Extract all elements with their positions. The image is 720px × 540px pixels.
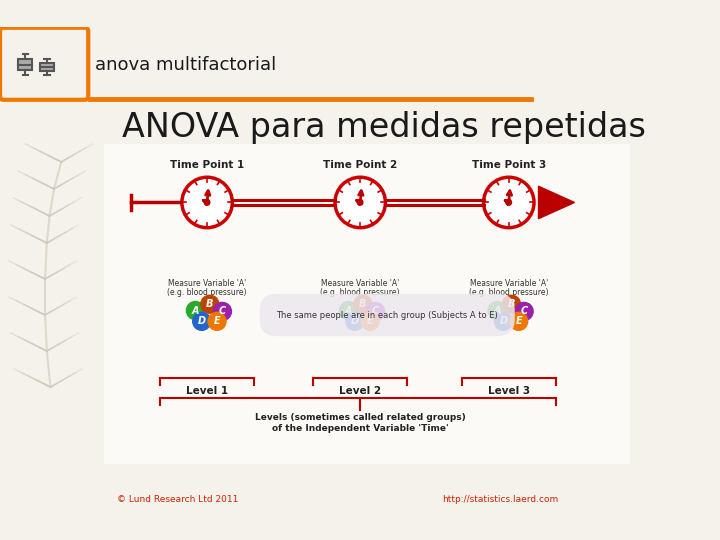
Circle shape	[193, 312, 211, 330]
Circle shape	[358, 200, 363, 205]
FancyBboxPatch shape	[0, 28, 89, 100]
Text: A: A	[345, 306, 352, 315]
Circle shape	[208, 312, 226, 330]
Text: B: B	[206, 299, 214, 309]
Text: E: E	[214, 316, 220, 326]
Bar	[19, 59, 32, 70]
Text: A: A	[493, 306, 501, 315]
Text: D: D	[351, 316, 359, 326]
Text: Measure Variable 'A': Measure Variable 'A'	[469, 279, 548, 288]
Text: D: D	[198, 316, 206, 326]
Circle shape	[506, 200, 511, 205]
Text: Measure Variable 'A': Measure Variable 'A'	[168, 279, 246, 288]
Circle shape	[495, 312, 513, 330]
Circle shape	[340, 301, 358, 320]
Text: anova multifactorial: anova multifactorial	[94, 56, 276, 73]
Circle shape	[515, 302, 533, 320]
Circle shape	[361, 312, 379, 330]
Text: Time Point 3: Time Point 3	[472, 160, 546, 170]
Circle shape	[213, 302, 231, 320]
Text: (e.g. blood pressure): (e.g. blood pressure)	[167, 288, 247, 297]
Circle shape	[186, 301, 204, 320]
Text: Level 3: Level 3	[487, 386, 530, 396]
Text: C: C	[372, 306, 379, 316]
Circle shape	[201, 295, 219, 313]
Circle shape	[182, 177, 233, 228]
Text: http://statistics.laerd.com: http://statistics.laerd.com	[442, 495, 558, 504]
Circle shape	[346, 312, 364, 330]
Text: © Lund Research Ltd 2011: © Lund Research Ltd 2011	[117, 495, 238, 504]
Text: Time Point 1: Time Point 1	[170, 160, 244, 170]
Text: Measure Variable 'A': Measure Variable 'A'	[321, 279, 400, 288]
Text: (e.g. blood pressure): (e.g. blood pressure)	[469, 288, 549, 297]
Text: B: B	[508, 299, 516, 309]
Text: B: B	[359, 299, 366, 309]
Circle shape	[503, 295, 521, 313]
Text: The same people are in each group (Subjects A to E): The same people are in each group (Subje…	[276, 310, 498, 320]
Text: E: E	[516, 316, 522, 326]
Text: Level 2: Level 2	[339, 386, 382, 396]
Text: Levels (sometimes called related groups): Levels (sometimes called related groups)	[255, 413, 466, 422]
Circle shape	[354, 295, 372, 313]
Text: C: C	[219, 306, 226, 316]
Text: A: A	[192, 306, 199, 315]
Circle shape	[488, 301, 506, 320]
Circle shape	[366, 302, 384, 320]
Circle shape	[484, 177, 534, 228]
Text: (e.g. blood pressure): (e.g. blood pressure)	[320, 288, 400, 297]
Text: of the Independent Variable 'Time': of the Independent Variable 'Time'	[272, 424, 449, 433]
Text: D: D	[500, 316, 508, 326]
Text: Time Point 2: Time Point 2	[323, 160, 397, 170]
Circle shape	[335, 177, 385, 228]
Bar	[40, 63, 53, 71]
Text: ANOVA para medidas repetidas: ANOVA para medidas repetidas	[122, 111, 645, 144]
Text: E: E	[366, 316, 374, 326]
Polygon shape	[539, 186, 575, 219]
Circle shape	[510, 312, 528, 330]
Circle shape	[204, 200, 210, 205]
Text: Level 1: Level 1	[186, 386, 228, 396]
Bar	[104, 144, 631, 464]
Text: C: C	[521, 306, 528, 316]
